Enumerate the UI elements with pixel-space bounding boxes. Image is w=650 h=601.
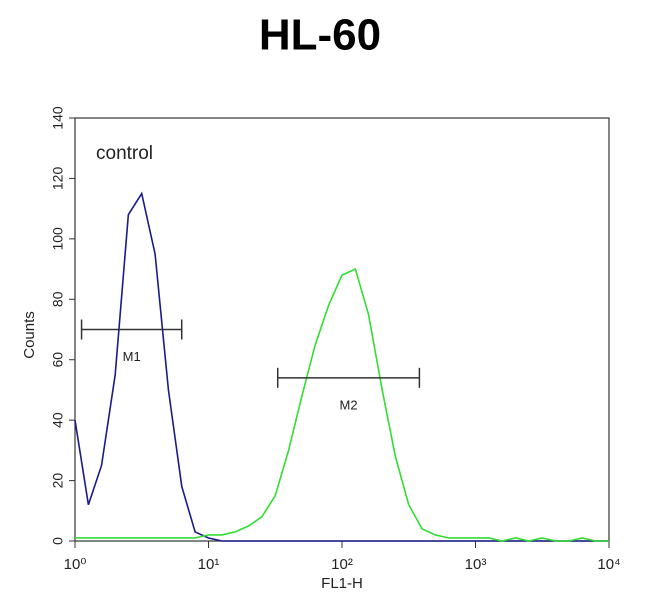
chart-title: HL-60	[259, 11, 381, 60]
annotation: control	[96, 143, 153, 164]
y-tick-label: 100	[50, 227, 66, 251]
x-tick-label: 10⁴	[597, 556, 620, 573]
x-tick-label: 10⁰	[64, 556, 87, 573]
y-tick-label: 80	[50, 291, 66, 307]
y-tick-label: 120	[50, 167, 66, 191]
x-tick-label: 10²	[331, 556, 353, 573]
marker-label: M1	[123, 349, 141, 364]
series-line	[74, 191, 609, 542]
y-tick-label: 40	[50, 412, 66, 428]
y-tick-label: 20	[50, 473, 66, 489]
y-tick-label: 60	[50, 352, 66, 368]
x-tick-label: 10³	[465, 556, 487, 573]
x-tick-label: 10¹	[198, 556, 220, 573]
marker-label: M2	[340, 397, 358, 412]
series-line	[75, 267, 609, 542]
y-tick-label: 140	[50, 106, 66, 130]
y-tick-label: 0	[50, 537, 66, 545]
x-axis-label: FL1-H	[321, 575, 363, 592]
y-axis-label: Counts	[21, 311, 38, 359]
